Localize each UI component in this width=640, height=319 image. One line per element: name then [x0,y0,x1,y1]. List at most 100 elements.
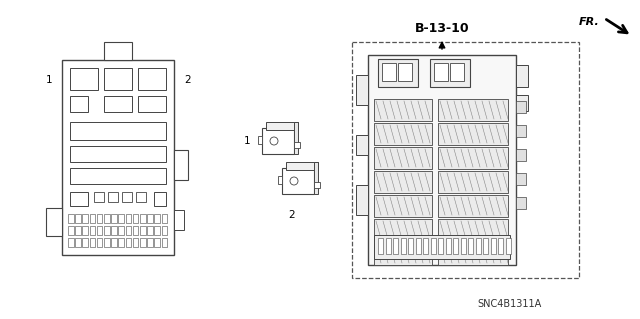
Bar [68,214,74,223]
Bar [378,59,418,87]
Bar [378,238,383,254]
Text: SNC4B1311A: SNC4B1311A [478,299,542,309]
Bar [70,146,166,162]
Text: B-13-10: B-13-10 [415,21,469,34]
Bar [374,99,432,121]
Bar [445,238,451,254]
Bar [430,59,470,87]
Bar [70,122,166,140]
Bar [162,238,167,247]
Bar [282,168,314,194]
Bar [286,162,318,170]
Bar [76,226,81,235]
Bar [125,226,131,235]
Bar [374,147,432,169]
Bar [154,214,160,223]
Bar [83,226,88,235]
Bar [438,123,508,145]
Bar [374,123,432,145]
Text: 1: 1 [45,75,52,85]
Text: FR.: FR. [579,17,600,27]
Bar [374,219,432,241]
Bar [374,243,432,265]
Bar [356,75,368,105]
Bar [154,238,160,247]
Bar [438,243,508,265]
Bar [516,65,528,87]
Bar [104,96,132,112]
Bar [140,238,145,247]
Bar [147,226,153,235]
Bar [138,68,166,90]
Bar [294,142,300,148]
Bar [104,68,132,90]
Bar [70,96,88,112]
Text: 2: 2 [289,210,295,220]
Bar [68,238,74,247]
Bar [398,63,412,81]
Bar [83,214,88,223]
Bar [83,238,88,247]
Text: 2: 2 [184,75,191,85]
Bar [140,214,145,223]
Bar [90,238,95,247]
Bar [516,197,526,209]
Bar [438,171,508,193]
Bar [438,219,508,241]
Bar [174,150,188,180]
Circle shape [270,137,278,145]
Bar [438,99,508,121]
Bar [138,96,166,112]
Bar [461,238,465,254]
Bar [516,95,528,111]
Bar [385,238,390,254]
Bar [147,214,153,223]
Bar [133,226,138,235]
Bar [415,238,420,254]
Bar [76,214,81,223]
Bar [314,162,318,194]
Bar [506,238,511,254]
Bar [516,125,526,137]
Bar [490,238,495,254]
Bar [46,208,62,236]
Bar [90,226,95,235]
Bar [262,128,294,154]
Bar [266,122,298,130]
Bar [356,135,368,155]
Bar [431,238,435,254]
Bar [90,214,95,223]
Bar [70,192,88,206]
Bar [174,210,184,230]
Bar [516,149,526,161]
Bar [111,226,116,235]
Bar [423,238,428,254]
Circle shape [290,177,298,185]
Bar [162,214,167,223]
Bar [70,68,98,90]
Bar [154,192,166,206]
Bar [434,63,448,81]
Bar [108,192,118,202]
Text: 1: 1 [243,136,250,146]
Bar [133,238,138,247]
Bar [483,238,488,254]
Bar [118,214,124,223]
Bar [70,168,166,184]
Bar [468,238,473,254]
Bar [154,226,160,235]
Bar [125,238,131,247]
Bar [498,238,503,254]
Bar [97,226,102,235]
Bar [111,238,116,247]
Bar [438,195,508,217]
Bar [374,195,432,217]
Bar [278,176,282,184]
Bar [294,122,298,154]
Bar [122,192,132,202]
Bar [408,238,413,254]
Bar [438,147,508,169]
Bar [104,226,109,235]
Bar [162,226,167,235]
Bar [68,226,74,235]
